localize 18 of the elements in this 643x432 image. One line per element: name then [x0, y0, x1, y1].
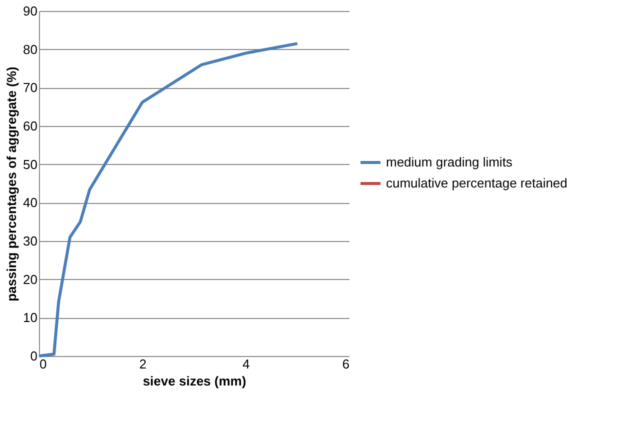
y-tick-label: 10 — [23, 310, 38, 326]
x-tick-label: 4 — [242, 356, 250, 372]
x-tick-label: 0 — [40, 356, 47, 372]
y-tick-label: 40 — [23, 195, 38, 210]
y-tick-label: 80 — [23, 42, 38, 57]
y-tick-label: 60 — [23, 118, 38, 134]
y-tick-label: 20 — [23, 272, 38, 287]
legend-label: cumulative percentage retained — [386, 176, 568, 190]
y-tick-label: 50 — [23, 156, 38, 172]
y-tick-label: 90 — [23, 4, 38, 18]
x-tick-label: 2 — [139, 356, 146, 372]
line-series — [38, 42, 299, 358]
x-tick-label: 6 — [342, 356, 350, 372]
y-tick-label: 30 — [23, 234, 38, 248]
y-tick-label: 70 — [23, 80, 38, 96]
x-axis-title: sieve sizes (mm) — [142, 374, 246, 388]
y-axis-title: passing percentages of aggregate (%) — [4, 66, 20, 302]
legend-label: medium grading limits — [386, 154, 513, 170]
